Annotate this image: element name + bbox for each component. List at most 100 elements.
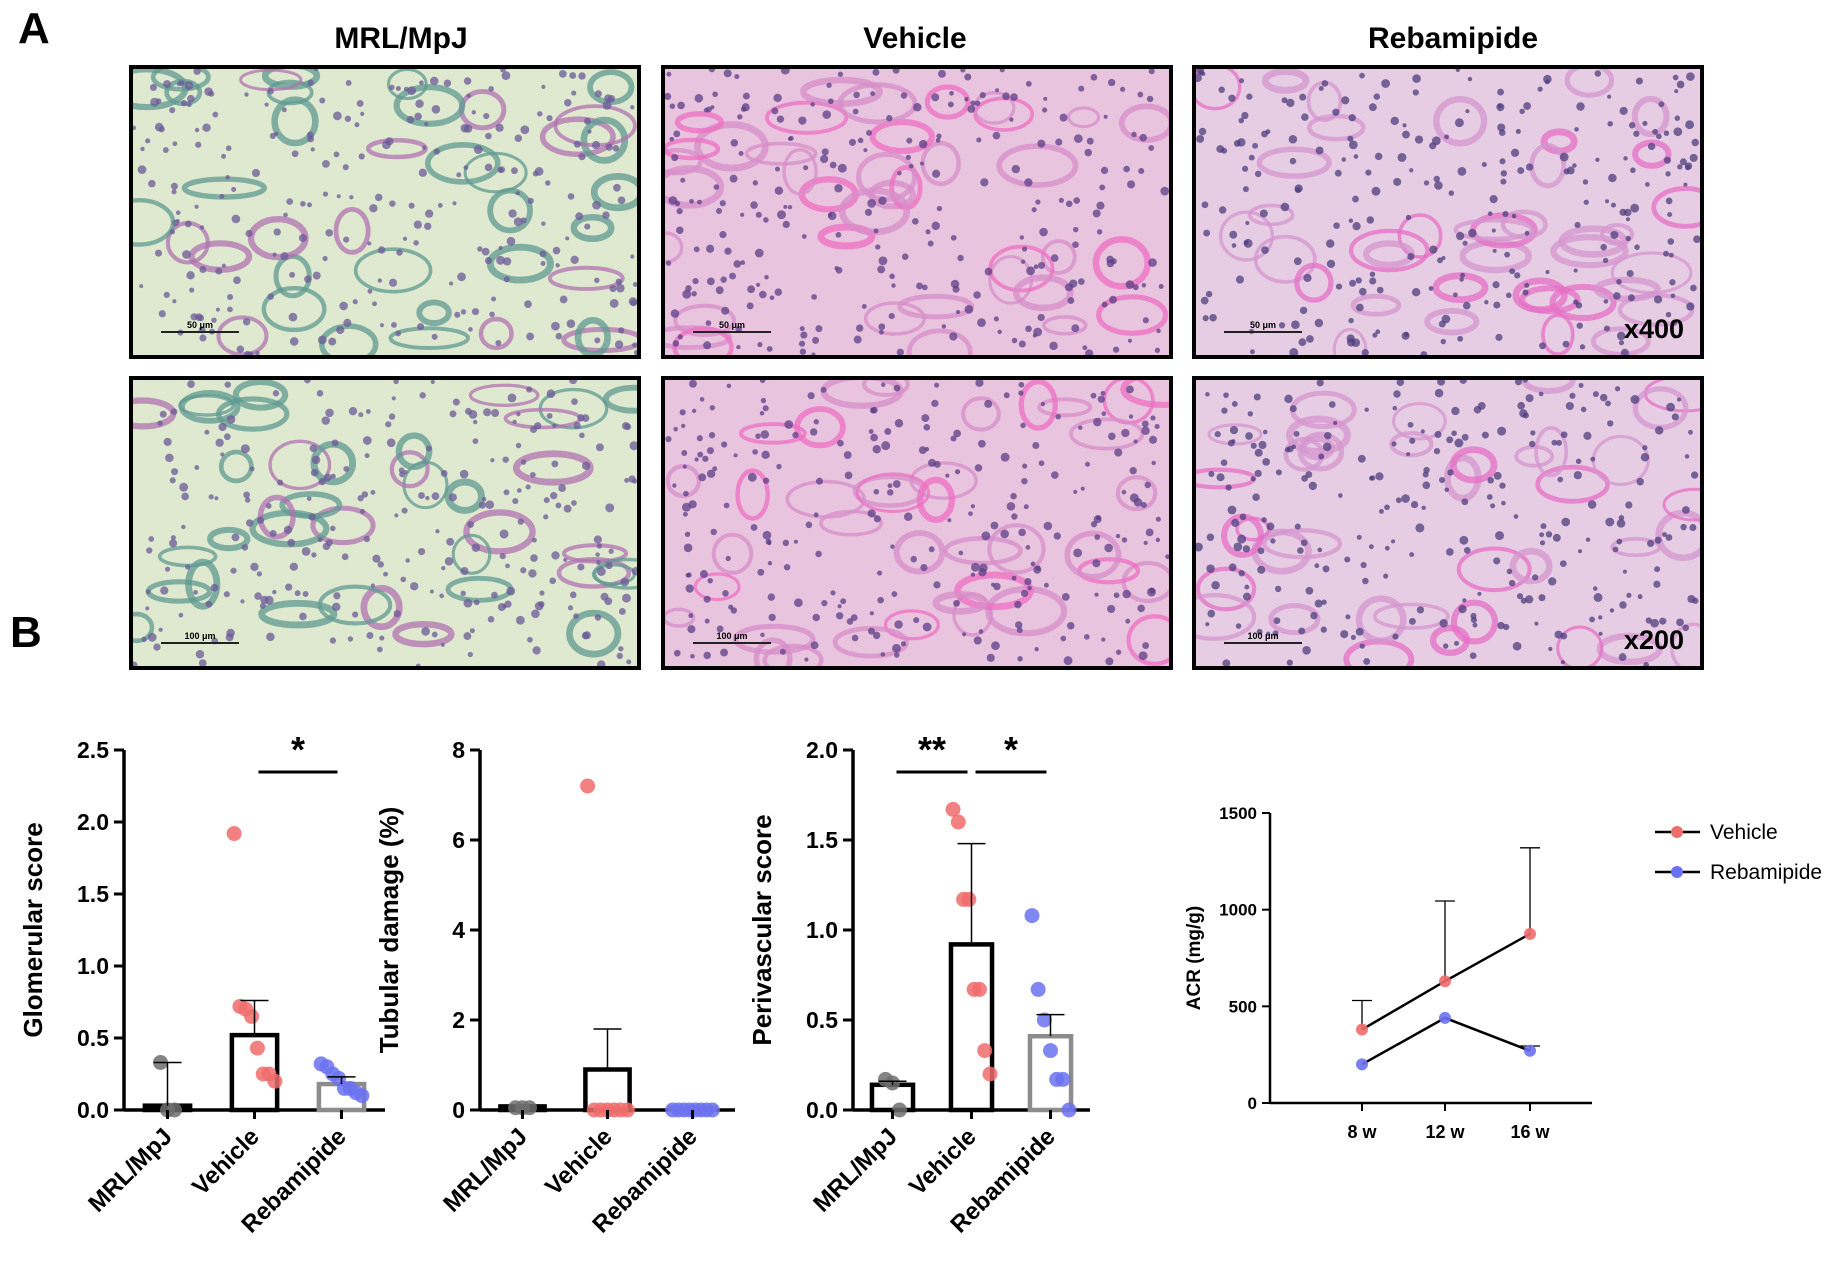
legend-marker [1671, 826, 1683, 838]
data-point [244, 1008, 260, 1024]
scale-bar: 100 μm [693, 631, 771, 644]
y-tick-label: 4 [452, 917, 465, 943]
y-axis-label: Perivascular score [747, 814, 777, 1045]
bar-1 [948, 942, 995, 1113]
data-point [1036, 1012, 1052, 1028]
y-axis-label: ACR (mg/g) [1184, 906, 1205, 1010]
tissue-texture [133, 380, 637, 666]
data-point [1439, 1011, 1451, 1024]
x-tick-label: Vehicle [904, 1123, 982, 1201]
data-point [580, 778, 596, 794]
data-point [950, 814, 966, 830]
significance-label: ** [918, 729, 946, 770]
data-point [522, 1100, 537, 1116]
data-point [1524, 927, 1536, 940]
micrograph-vehicle-x200: 100 μm [661, 376, 1173, 670]
panel-label-b: B [10, 608, 42, 657]
x-tick-label: MRL/MpJ [83, 1123, 178, 1218]
data-point [945, 801, 961, 817]
data-point [892, 1102, 907, 1118]
tissue-texture [665, 69, 1169, 355]
y-tick-label: 2 [452, 1007, 465, 1033]
magnification-label-x200: x200 [1623, 625, 1684, 655]
y-tick-label: 6 [452, 827, 465, 853]
data-point [961, 891, 977, 907]
data-point [1524, 1044, 1536, 1057]
y-tick-label: 2.0 [77, 809, 109, 835]
micrograph-rebamipide-x200: 100 μm x200 [1192, 376, 1704, 670]
tissue-texture [133, 69, 637, 355]
bar-chart-glomerular: 0.0 0.5 1.0 1.5 2.0 2.5 Glomerular score MRL/Mp… [18, 729, 385, 1238]
y-tick-label: 0.0 [806, 1097, 838, 1123]
significance-label: * [291, 729, 305, 770]
data-point [1055, 1071, 1071, 1087]
data-point [249, 1040, 265, 1056]
legend-label: Vehicle [1710, 821, 1778, 844]
magnification-label-x400: x400 [1623, 314, 1684, 344]
scale-bar: 50 μm [693, 320, 771, 333]
micrograph-mrl-x200: 100 μm [129, 376, 641, 670]
y-tick-label: 1.5 [806, 827, 838, 853]
y-tick-label: 500 [1229, 997, 1257, 1016]
x-tick-label: 8 w [1347, 1122, 1377, 1142]
x-tick-label: MRL/MpJ [438, 1123, 533, 1218]
tissue-texture [1196, 380, 1700, 666]
y-tick-label: 0.5 [806, 1007, 838, 1033]
y-tick-label: 1500 [1219, 804, 1257, 823]
x-tick-label: Vehicle [540, 1123, 618, 1201]
significance-label: * [1004, 729, 1018, 770]
tissue-texture [1196, 69, 1700, 355]
data-point [1030, 981, 1046, 997]
data-point [226, 826, 242, 842]
data-point [267, 1073, 283, 1089]
data-point [971, 981, 987, 997]
y-tick-label: 1000 [1219, 901, 1257, 920]
legend-marker [1671, 866, 1683, 878]
x-tick-label: Vehicle [187, 1123, 265, 1201]
data-point [1356, 1023, 1368, 1036]
y-axis-label: Tubular damage (%) [374, 807, 404, 1054]
y-tick-label: 2.0 [806, 737, 838, 763]
data-point [1356, 1058, 1368, 1071]
data-point [704, 1102, 720, 1118]
series-line-rebamipide [1361, 1016, 1531, 1066]
y-tick-label: 1.0 [77, 953, 109, 979]
line-chart-acr: 0 500 1000 1500 ACR (mg/g) 8 w 12 w 16 w Vehicle… [1184, 804, 1822, 1142]
micrograph-mrl-x400: 50 μm [129, 65, 641, 359]
x-tick-label: 16 w [1510, 1122, 1550, 1142]
data-point [354, 1088, 370, 1104]
y-tick-label: 1.0 [806, 917, 838, 943]
tissue-texture [665, 380, 1169, 666]
legend-label: Rebamipide [1710, 861, 1822, 884]
group-title-vehicle: Vehicle [863, 22, 967, 55]
panel-label-a: A [18, 4, 50, 53]
y-tick-label: 0 [452, 1097, 465, 1123]
x-tick-label: MRL/MpJ [808, 1123, 903, 1218]
micrograph-vehicle-x400: 50 μm [661, 65, 1173, 359]
group-title-mrl: MRL/MpJ [334, 22, 468, 55]
group-title-rebamipide: Rebamipide [1367, 22, 1539, 55]
scale-bar: 50 μm [161, 320, 239, 333]
micrograph-rebamipide-x400: 50 μm x400 [1192, 65, 1704, 359]
scale-bar: 50 μm [1224, 320, 1302, 333]
y-axis-label: Glomerular score [18, 822, 48, 1037]
y-tick-label: 0.0 [77, 1097, 109, 1123]
bar-chart-perivascular: 0.0 0.5 1.0 1.5 2.0 Perivascular score MRL/MpJ… [747, 729, 1090, 1238]
y-tick-label: 2.5 [77, 737, 109, 763]
y-tick-label: 8 [452, 737, 465, 763]
scale-bar: 100 μm [161, 631, 239, 644]
scale-bar: 100 μm [1224, 631, 1302, 644]
y-tick-label: 1.5 [77, 881, 109, 907]
data-point [167, 1102, 182, 1118]
x-tick-label: 12 w [1425, 1122, 1465, 1142]
data-point [1439, 975, 1451, 988]
data-point [982, 1066, 998, 1082]
data-point [977, 1043, 993, 1059]
data-point [1024, 908, 1040, 924]
y-tick-label: 0 [1248, 1094, 1257, 1113]
y-tick-label: 0.5 [77, 1025, 109, 1051]
data-point [1043, 1043, 1058, 1059]
data-point [1061, 1102, 1077, 1118]
